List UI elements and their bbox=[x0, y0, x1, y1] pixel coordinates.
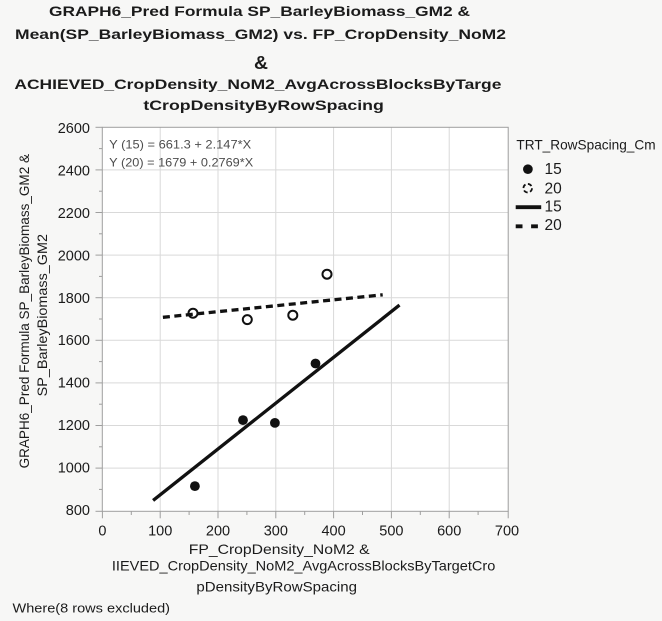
svg-text:15: 15 bbox=[545, 161, 562, 178]
svg-text:0: 0 bbox=[98, 524, 106, 540]
svg-text:400: 400 bbox=[321, 524, 345, 540]
svg-text:SP_BarleyBiomass_GM2: SP_BarleyBiomass_GM2 bbox=[34, 234, 50, 397]
svg-text:GRAPH6_Pred Formula SP_BarleyB: GRAPH6_Pred Formula SP_BarleyBiomass_GM2… bbox=[16, 153, 32, 468]
svg-text:1800: 1800 bbox=[58, 291, 90, 307]
svg-text:tCropDensityByRowSpacing: tCropDensityByRowSpacing bbox=[143, 97, 384, 113]
svg-text:15: 15 bbox=[545, 199, 562, 216]
svg-text:2400: 2400 bbox=[58, 163, 90, 179]
svg-text:FP_CropDensity_NoM2 &: FP_CropDensity_NoM2 & bbox=[189, 541, 371, 557]
svg-text:1400: 1400 bbox=[58, 376, 90, 392]
svg-text:pDensityByRowSpacing: pDensityByRowSpacing bbox=[196, 579, 357, 595]
svg-text:ACHIEVED_CropDensity_NoM2_AvgA: ACHIEVED_CropDensity_NoM2_AvgAcrossBlock… bbox=[14, 76, 501, 92]
svg-text:Where(8 rows excluded): Where(8 rows excluded) bbox=[13, 601, 171, 616]
svg-text:Y (20) = 1679 + 0.2769*X: Y (20) = 1679 + 0.2769*X bbox=[109, 156, 253, 170]
svg-text:800: 800 bbox=[66, 503, 90, 519]
svg-text:2000: 2000 bbox=[58, 248, 90, 264]
svg-text:500: 500 bbox=[379, 524, 403, 540]
svg-text:1200: 1200 bbox=[58, 418, 90, 434]
svg-text:Mean(SP_BarleyBiomass_GM2) vs.: Mean(SP_BarleyBiomass_GM2) vs. FP_CropDe… bbox=[15, 26, 506, 42]
svg-text:100: 100 bbox=[148, 524, 172, 540]
svg-text:600: 600 bbox=[437, 524, 461, 540]
svg-text:20: 20 bbox=[545, 217, 563, 234]
svg-text:IIEVED_CropDensity_NoM2_AvgAcr: IIEVED_CropDensity_NoM2_AvgAcrossBlocksB… bbox=[112, 557, 496, 573]
svg-text:Y (15) = 661.3 + 2.147*X: Y (15) = 661.3 + 2.147*X bbox=[109, 138, 251, 152]
svg-text:1000: 1000 bbox=[58, 461, 90, 477]
svg-text:300: 300 bbox=[264, 524, 288, 540]
svg-text:2200: 2200 bbox=[58, 206, 90, 222]
svg-text:20: 20 bbox=[545, 180, 563, 197]
svg-text:TRT_RowSpacing_Cm: TRT_RowSpacing_Cm bbox=[516, 136, 655, 152]
svg-text:1600: 1600 bbox=[58, 333, 90, 349]
svg-text:2600: 2600 bbox=[58, 121, 90, 137]
svg-text:&: & bbox=[254, 53, 268, 73]
svg-text:GRAPH6_Pred Formula SP_BarleyB: GRAPH6_Pred Formula SP_BarleyBiomass_GM2… bbox=[49, 3, 470, 19]
svg-text:700: 700 bbox=[495, 524, 519, 540]
svg-text:200: 200 bbox=[206, 524, 230, 540]
